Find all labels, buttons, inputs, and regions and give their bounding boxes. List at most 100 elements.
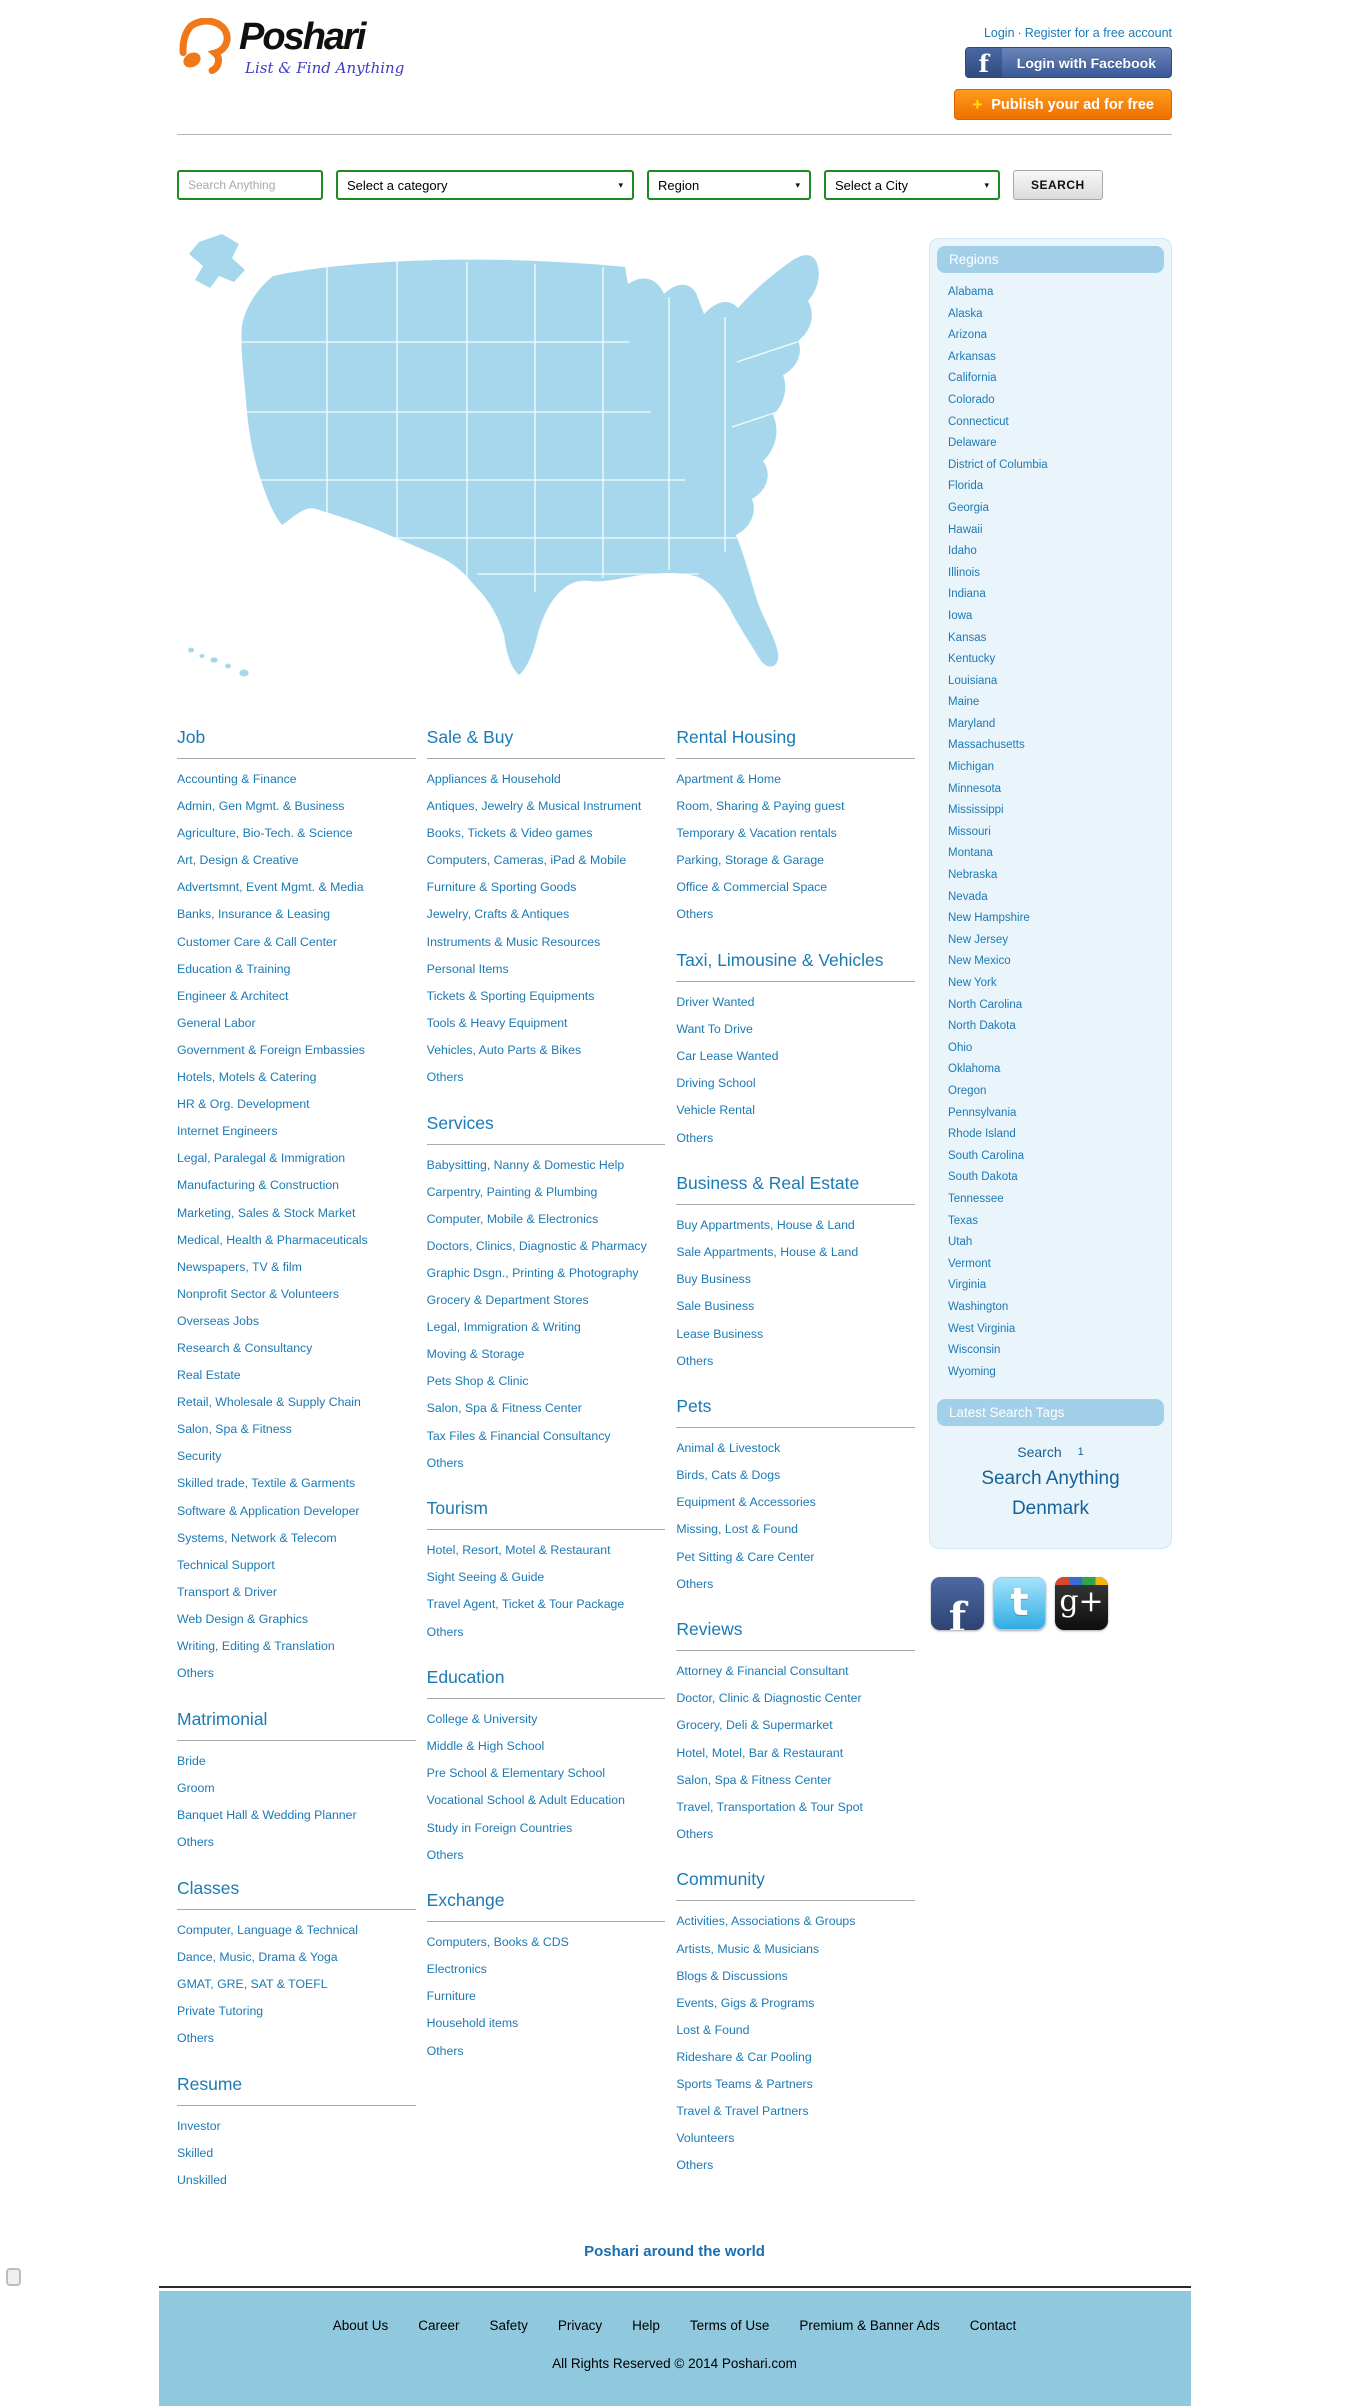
state-link[interactable]: Vermont [948,1257,991,1270]
state-link[interactable]: North Carolina [948,998,1023,1011]
category-link[interactable]: Salon, Spa & Fitness Center [426,1401,582,1416]
state-link[interactable]: New Hampshire [948,912,1030,925]
search-tag[interactable]: Denmark [1011,1497,1090,1519]
state-link[interactable]: Indiana [948,588,986,601]
search-tag[interactable]: Search [1017,1443,1062,1460]
category-link[interactable]: Salon, Spa & Fitness [177,1422,292,1437]
category-link[interactable]: Skilled trade, Textile & Garments [177,1476,356,1491]
category-link[interactable]: Artists, Music & Musicians [676,1941,820,1956]
state-link[interactable]: South Carolina [948,1149,1025,1162]
category-link[interactable]: Advertsmnt, Event Mgmt. & Media [177,880,364,895]
category-link[interactable]: Others [426,1847,464,1862]
category-link[interactable]: Others [426,1455,464,1470]
category-link[interactable]: Instruments & Music Resources [426,934,601,949]
category-link[interactable]: Doctors, Clinics, Diagnostic & Pharmacy [426,1238,647,1253]
login-link[interactable]: Login [983,26,1015,40]
category-link[interactable]: Birds, Cats & Dogs [676,1468,781,1483]
category-link[interactable]: Newspapers, TV & film [177,1259,302,1274]
category-link[interactable]: Computers, Books & CDS [426,1935,569,1950]
category-link[interactable]: Jewelry, Crafts & Antiques [426,907,570,922]
category-link[interactable]: Legal, Paralegal & Immigration [177,1151,346,1166]
category-link[interactable]: Banks, Insurance & Leasing [177,907,331,922]
state-link[interactable]: North Dakota [948,1020,1016,1033]
category-link[interactable]: Systems, Network & Telecom [177,1530,337,1545]
category-link[interactable]: Tickets & Sporting Equipments [426,988,595,1003]
state-link[interactable]: Delaware [948,437,997,450]
category-link[interactable]: Admin, Gen Mgmt. & Business [177,799,345,814]
state-link[interactable]: Ohio [948,1041,973,1054]
category-link[interactable]: Driving School [676,1076,756,1091]
state-link[interactable]: Hawaii [948,523,983,536]
state-link[interactable]: Alaska [948,307,983,320]
category-link[interactable]: Grocery & Department Stores [426,1293,589,1308]
category-link[interactable]: Vehicle Rental [676,1103,755,1118]
state-link[interactable]: Pennsylvania [948,1106,1017,1119]
poshari-logo[interactable]: Poshari List & Find Anything [177,18,404,120]
state-link[interactable]: Iowa [948,609,973,622]
register-link[interactable]: Register for a free account [1024,26,1172,40]
category-link[interactable]: Others [676,1353,714,1368]
state-link[interactable]: Nevada [948,890,988,903]
category-link[interactable]: Hotel, Motel, Bar & Restaurant [676,1745,844,1760]
category-link[interactable]: General Labor [177,1015,256,1030]
category-link[interactable]: Banquet Hall & Wedding Planner [177,1807,357,1822]
state-link[interactable]: Mississippi [948,804,1004,817]
category-link[interactable]: Parking, Storage & Garage [676,853,824,868]
state-link[interactable]: California [948,372,997,385]
category-link[interactable]: Pre School & Elementary School [426,1766,606,1781]
state-link[interactable]: Maryland [948,717,996,730]
category-link[interactable]: Appliances & Household [426,772,561,786]
category-link[interactable]: Travel & Travel Partners [676,2104,809,2119]
category-link[interactable]: Others [177,1666,214,1681]
footer-link[interactable]: Safety [489,2317,528,2333]
category-link[interactable]: Others [426,1070,464,1085]
category-link[interactable]: Government & Foreign Embassies [177,1042,365,1057]
state-link[interactable]: Oregon [948,1084,987,1097]
category-link[interactable]: Bride [177,1753,206,1768]
category-link[interactable]: Moving & Storage [426,1347,525,1362]
category-link[interactable]: Office & Commercial Space [676,880,828,895]
category-link[interactable]: Buy Appartments, House & Land [676,1218,855,1233]
category-link[interactable]: Pets Shop & Clinic [426,1374,529,1389]
category-link[interactable]: Buy Business [676,1272,751,1287]
category-link[interactable]: Hotels, Motels & Catering [177,1070,317,1085]
category-link[interactable]: Others [177,2030,214,2045]
category-link[interactable]: Software & Application Developer [177,1503,360,1518]
category-link[interactable]: Computers, Cameras, iPad & Mobile [426,853,627,868]
category-link[interactable]: Others [676,1576,714,1591]
category-link[interactable]: Others [426,2043,464,2058]
category-link[interactable]: Blogs & Discussions [676,1968,788,1983]
region-select[interactable]: Region ▾ [647,170,811,200]
category-link[interactable]: Vocational School & Adult Education [426,1793,625,1808]
state-link[interactable]: Virginia [948,1279,987,1292]
category-link[interactable]: Dance, Music, Drama & Yoga [177,1949,338,1964]
category-link[interactable]: Lost & Found [676,2022,750,2037]
category-link[interactable]: Hotel, Resort, Motel & Restaurant [426,1543,611,1558]
category-link[interactable]: Electronics [426,1962,487,1977]
state-link[interactable]: Texas [948,1214,979,1227]
category-link[interactable]: Education & Training [177,961,291,976]
category-link[interactable]: Writing, Editing & Translation [177,1639,335,1653]
category-link[interactable]: Skilled [177,2145,214,2160]
category-link[interactable]: Graphic Dsgn., Printing & Photography [426,1266,639,1280]
category-link[interactable]: Babysitting, Nanny & Domestic Help [426,1157,625,1172]
category-link[interactable]: Others [676,1826,714,1841]
category-link[interactable]: Sale Appartments, House & Land [676,1245,859,1260]
footer-link[interactable]: Contact [969,2317,1017,2333]
state-link[interactable]: Rhode Island [948,1128,1016,1141]
category-link[interactable]: Others [177,1834,214,1849]
category-link[interactable]: Marketing, Sales & Stock Market [177,1205,356,1220]
state-link[interactable]: Wisconsin [948,1344,1001,1357]
category-select[interactable]: Select a category ▾ [336,170,634,200]
state-link[interactable]: District of Columbia [948,458,1048,471]
footer-link[interactable]: Career [418,2317,460,2333]
category-link[interactable]: Investor [177,2118,221,2133]
search-button[interactable]: SEARCH [1013,170,1103,200]
category-link[interactable]: Car Lease Wanted [676,1049,779,1064]
category-link[interactable]: Manufacturing & Construction [177,1178,339,1193]
publish-ad-button[interactable]: + Publish your ad for free [954,89,1172,120]
category-link[interactable]: Pet Sitting & Care Center [676,1549,815,1564]
category-link[interactable]: Computer, Mobile & Electronics [426,1211,599,1226]
state-link[interactable]: Idaho [948,545,977,558]
category-link[interactable]: Study in Foreign Countries [426,1820,573,1835]
